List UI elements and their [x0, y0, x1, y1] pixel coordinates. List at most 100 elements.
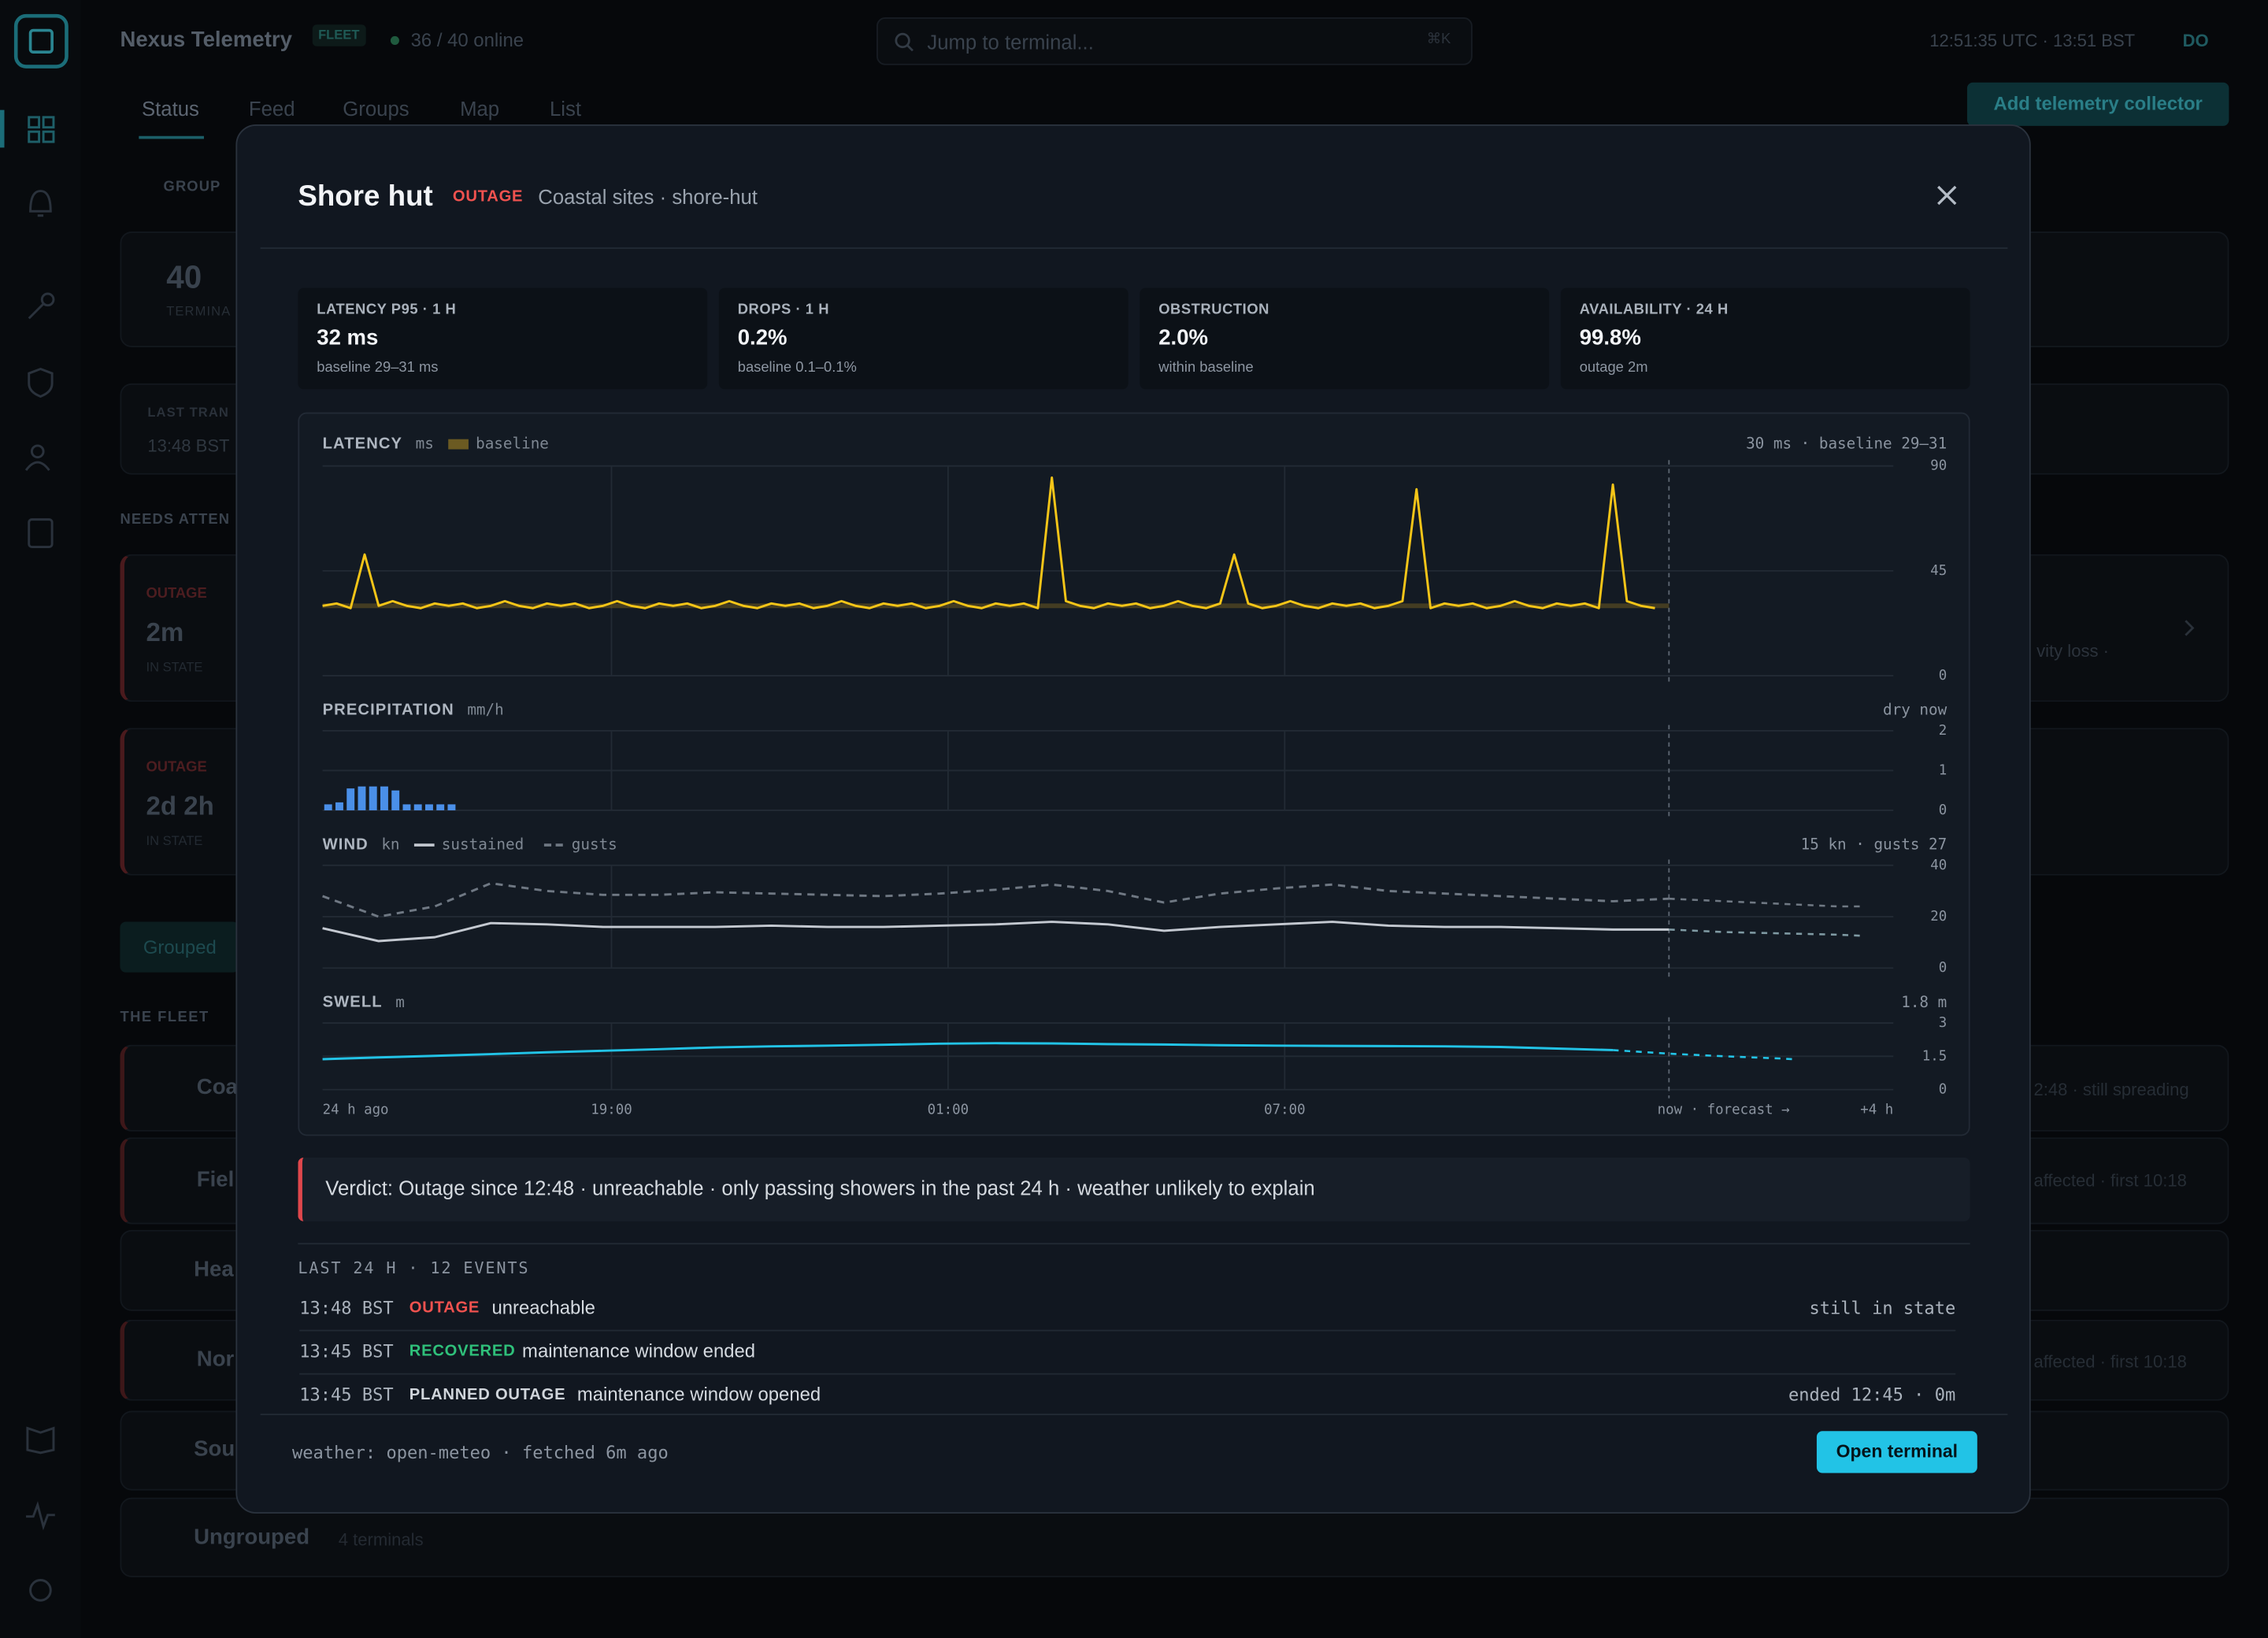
bar: [346, 788, 355, 810]
panel-title: LATENCY: [323, 435, 403, 452]
x-tick-label: 07:00: [1264, 1102, 1305, 1117]
y-tick-label: 90: [1930, 458, 1947, 474]
bar: [413, 804, 422, 810]
badge: FLEET: [312, 24, 365, 46]
add-collector-button[interactable]: Add telemetry collector: [1966, 82, 2229, 126]
bar: [436, 804, 445, 810]
stat-note: baseline 29–31 ms: [317, 360, 439, 376]
modal-title: Shore hut: [298, 180, 433, 213]
y-tick-label: 3: [1939, 1015, 1947, 1031]
panel-unit: mm/h: [467, 701, 503, 719]
group-name: Sou: [194, 1436, 235, 1462]
event-time: 13:48 BST: [299, 1298, 394, 1318]
terminal-modal: Shore hut OUTAGE Coastal sites · shore-h…: [235, 124, 2031, 1514]
online-count: 36 / 40 online: [410, 28, 524, 51]
grouped-chip[interactable]: Grouped: [120, 921, 239, 973]
bar: [402, 804, 411, 810]
tab-underline: [139, 135, 204, 139]
stat-label: AVAILABILITY · 24 H: [1579, 302, 1729, 319]
y-tick-label: 20: [1930, 909, 1947, 925]
open-terminal-label: Open terminal: [1836, 1441, 1959, 1462]
last-label: LAST TRAN: [147, 405, 229, 420]
alert-duration: 2m: [146, 617, 184, 647]
clock: 12:51:35 UTC · 13:51 BST: [1929, 30, 2136, 51]
alert-note: IN STATE: [146, 659, 203, 675]
verdict: Verdict: Outage since 12:48 · unreachabl…: [298, 1157, 1970, 1221]
avatar[interactable]: DO: [2182, 30, 2209, 51]
alert-note: IN STATE: [146, 833, 203, 848]
divider: [260, 247, 2008, 250]
search-shortcut: ⌘K: [1426, 32, 1451, 48]
tab[interactable]: Feed: [248, 97, 295, 120]
group-name: Coa: [196, 1075, 238, 1100]
stat-value: 32 ms: [317, 325, 379, 350]
forecast-line: [1669, 928, 1866, 937]
nav-keys[interactable]: [40, 292, 55, 307]
group-label: GROUP: [163, 179, 221, 196]
stat-card: AVAILABILITY · 24 H 99.8% outage 2m: [1560, 287, 1970, 390]
x-tick-label: 24 h ago: [323, 1102, 389, 1117]
group-name: Fiel: [196, 1167, 235, 1193]
stat-label: DROPS · 1 H: [737, 302, 830, 319]
nav-alerts[interactable]: [29, 190, 52, 217]
legend-swatch: [448, 439, 469, 450]
divider: [260, 1414, 2008, 1416]
bar: [380, 786, 388, 810]
stat-value: 2.0%: [1158, 325, 1209, 350]
tab[interactable]: Status: [141, 97, 199, 120]
close-button[interactable]: [1936, 183, 1959, 206]
tab[interactable]: Map: [460, 97, 500, 120]
total-label: TERMINA: [166, 303, 232, 319]
nav-activity[interactable]: [26, 1501, 55, 1531]
panel-unit: m: [395, 993, 405, 1011]
y-tick-label: 0: [1939, 960, 1947, 976]
search-icon: [895, 32, 914, 52]
fleet-label: THE FLEET: [120, 1010, 209, 1026]
nav-docs[interactable]: [26, 1426, 55, 1455]
event-time: 13:45 BST: [299, 1384, 394, 1406]
open-terminal-button[interactable]: Open terminal: [1816, 1431, 1977, 1473]
logo[interactable]: [13, 13, 69, 69]
alert-duration: 2d 2h: [146, 791, 214, 821]
event-tag: OUTAGE: [409, 1299, 480, 1317]
event-tag: PLANNED OUTAGE: [409, 1386, 566, 1404]
panel-summary: dry now: [1883, 701, 1947, 719]
series-line: [322, 476, 1655, 610]
events-header: LAST 24 H · 12 EVENTS: [298, 1258, 530, 1278]
search[interactable]: Jump to terminal... ⌘K: [876, 17, 1473, 65]
stat-note: outage 2m: [1579, 360, 1648, 376]
nav-settings[interactable]: [29, 1579, 52, 1602]
nav-reports[interactable]: [28, 518, 54, 549]
bar: [424, 804, 433, 810]
tab[interactable]: Groups: [343, 97, 410, 120]
nav-security[interactable]: [28, 367, 54, 398]
panel-summary: 15 kn · gusts 27: [1801, 836, 1947, 854]
chevron: [2185, 620, 2195, 636]
online-dot: [390, 35, 399, 45]
alert-status: OUTAGE: [146, 586, 207, 602]
status-badge: OUTAGE: [452, 187, 524, 206]
nav-users[interactable]: [30, 444, 45, 459]
x-tick-label: now · forecast →: [1658, 1102, 1790, 1117]
forecast-line: [1669, 897, 1866, 908]
nav-dashboard[interactable]: [28, 116, 55, 143]
weather-source: weather: open-meteo · fetched 6m ago: [292, 1442, 669, 1463]
group-name: Nor: [196, 1347, 235, 1372]
tab[interactable]: List: [549, 97, 581, 120]
x-tick-label: 19:00: [591, 1102, 632, 1117]
group-detail: affected · first 10:18: [2033, 1351, 2187, 1372]
legend-label: gusts: [572, 836, 617, 854]
event-text: unreachable: [491, 1296, 595, 1318]
panel-title: SWELL: [323, 994, 383, 1011]
group-name: Ungrouped: [194, 1525, 310, 1550]
event-row: 13:48 BST OUTAGE unreachable still in st…: [299, 1287, 1956, 1332]
panel-title: WIND: [323, 836, 369, 853]
group-name: Hea: [194, 1257, 234, 1282]
event-row: 13:45 BST RECOVERED maintenance window e…: [299, 1330, 1956, 1375]
x-tick-label: +4 h: [1860, 1102, 1893, 1117]
event-time: 13:45 BST: [299, 1341, 394, 1362]
breadcrumb: Coastal sites · shore-hut: [538, 185, 758, 209]
bar: [335, 802, 343, 810]
stat-value: 99.8%: [1579, 325, 1641, 350]
stat-note: within baseline: [1158, 360, 1254, 376]
